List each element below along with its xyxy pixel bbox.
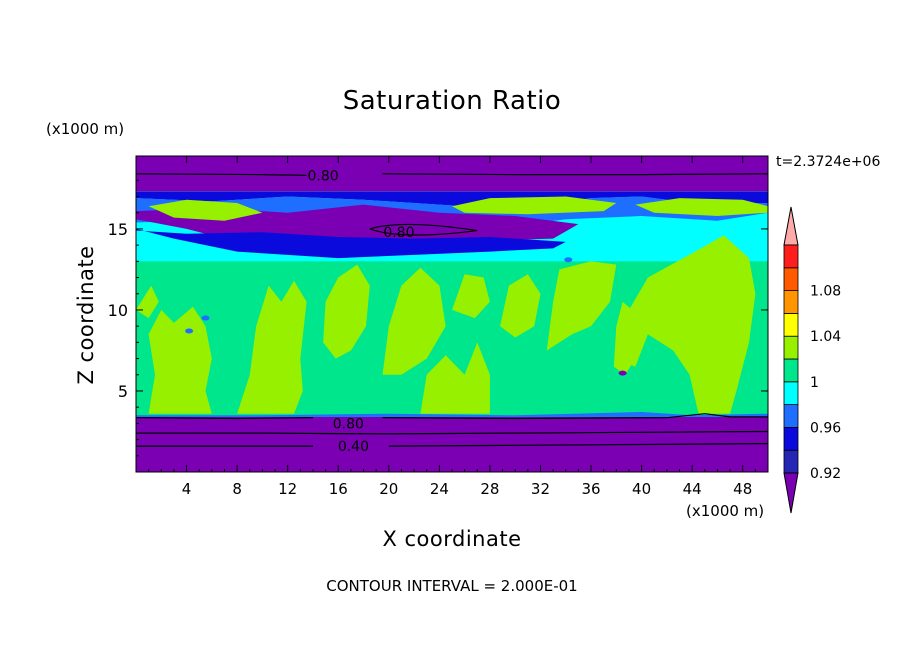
colorbar-swatch	[783, 267, 799, 291]
y-axis-unit: (x1000 m)	[46, 120, 125, 138]
contour-label-3: 0.80	[333, 416, 364, 432]
colorbar-label: 1	[810, 375, 819, 391]
colorbar-swatch	[783, 358, 799, 383]
x-tick-label: 40	[632, 480, 651, 498]
fill-pocket-2	[185, 328, 194, 334]
fill-upper-lime-right	[635, 198, 768, 216]
fill-pocket-4	[564, 257, 573, 263]
x-tick-label: 8	[232, 480, 242, 498]
x-tick-label: 28	[480, 480, 499, 498]
x-axis-unit: (x1000 m)	[686, 502, 765, 520]
fill-pocket-1	[201, 315, 210, 321]
fill-plume-9	[546, 261, 617, 351]
contour-bottom-080-a	[136, 417, 314, 420]
colorbar-swatch	[783, 244, 799, 269]
contour-label-1: 0.80	[307, 168, 338, 184]
fill-band-blue2	[136, 228, 566, 259]
contour-upper-080	[369, 223, 478, 236]
colorbar-swatch	[783, 381, 799, 405]
fill-upper-lime-left	[148, 199, 263, 221]
contour-label-2: 0.80	[383, 225, 414, 241]
fill-band-dark	[136, 191, 768, 210]
fill-plume-11	[616, 235, 756, 414]
colorbar-swatch	[783, 426, 799, 451]
contour-top-080-a	[136, 173, 307, 176]
colorbar-swatch	[783, 335, 799, 360]
x-tick-label: 36	[581, 480, 600, 498]
fill-plume-4	[323, 264, 370, 359]
contour-label-4: 0.40	[338, 439, 369, 455]
y-tick-label: 15	[108, 220, 128, 239]
fill-plume-12	[654, 267, 680, 302]
x-tick-label: 44	[683, 480, 702, 498]
fill-plume-1	[148, 306, 212, 414]
colorbar-swatch	[783, 449, 799, 474]
colorbar-swatch	[783, 312, 799, 337]
fill-plume-8	[500, 274, 541, 338]
fill-pocket-3	[618, 370, 627, 376]
time-label: t=2.3724e+06	[776, 154, 881, 170]
fill-upper-lime-mid	[452, 196, 617, 215]
x-axis-ticks: 4 8 12 16 20 24 28 32 36 40 44 48	[148, 156, 756, 498]
fill-upper-purple-core	[376, 220, 484, 236]
chart-title: Saturation Ratio	[342, 86, 562, 116]
x-tick-label: 32	[531, 480, 550, 498]
colorbar: 0.92 0.96 1 1.04 1.08	[783, 206, 841, 514]
contour-interval-label: CONTOUR INTERVAL = 2.000E-01	[326, 577, 578, 595]
colorbar-label: 0.96	[810, 420, 841, 436]
fill-plume-3	[237, 280, 307, 414]
x-tick-label: 20	[379, 480, 398, 498]
y-tick-label: 10	[108, 301, 128, 320]
x-tick-label: 24	[430, 480, 449, 498]
colorbar-label: 1.08	[810, 284, 841, 300]
fill-plume-5	[382, 267, 446, 375]
contour-top-080-b	[382, 173, 768, 176]
x-axis-label: X coordinate	[382, 527, 522, 551]
y-axis-ticks: 5 10 15	[108, 179, 768, 457]
y-tick-label: 5	[118, 382, 128, 401]
contour-bottom-080-b	[382, 413, 768, 420]
contour-field	[136, 156, 768, 472]
x-tick-label: 48	[733, 480, 752, 498]
colorbar-label: 1.04	[810, 329, 841, 345]
contour-labels: 0.80 0.80 0.80 0.40	[307, 168, 414, 455]
fill-bottom-edge	[136, 412, 768, 417]
colorbar-swatch	[783, 404, 799, 428]
fill-plume-6	[420, 342, 490, 414]
contour-bottom-060	[136, 430, 768, 435]
fill-plume-7	[452, 274, 490, 319]
x-tick-label: 16	[329, 480, 348, 498]
colorbar-swatch	[783, 290, 799, 314]
contour-bottom-040-b	[388, 443, 768, 447]
x-tick-label: 4	[182, 480, 192, 498]
colorbar-top-arrow	[783, 206, 799, 246]
contour-lines	[136, 173, 768, 447]
colorbar-bottom-arrow	[783, 472, 799, 514]
colorbar-label: 0.92	[810, 466, 841, 482]
x-tick-label: 12	[278, 480, 297, 498]
